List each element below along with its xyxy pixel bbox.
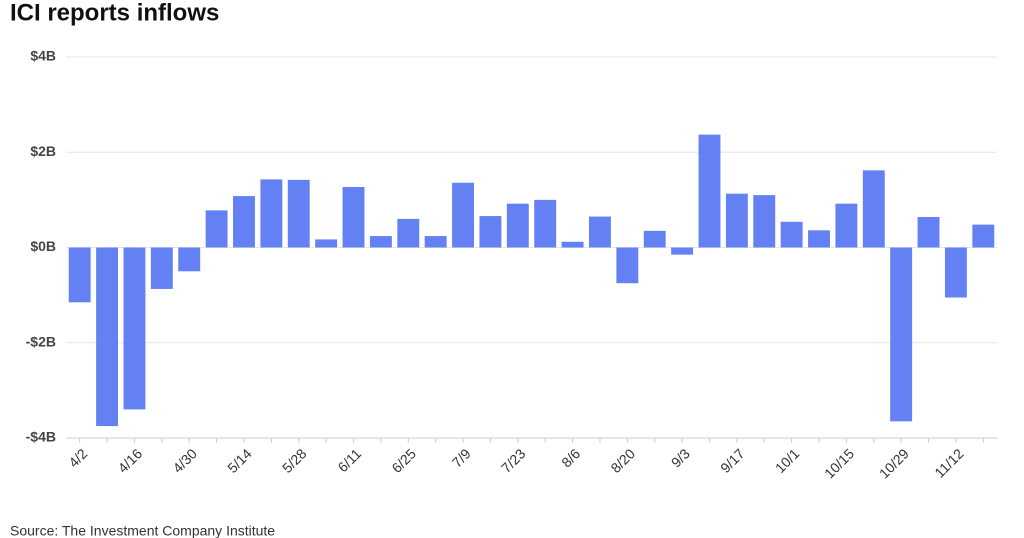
bar [397, 218, 420, 248]
x-tick-label: 4/16 [115, 445, 146, 476]
bar [150, 247, 173, 289]
bar [561, 241, 584, 248]
y-tick-label: $2B [30, 143, 56, 159]
x-tick-label: 5/14 [224, 445, 255, 476]
bar [671, 247, 694, 255]
x-tick-label: 10/15 [821, 445, 857, 481]
bar [369, 236, 392, 248]
x-tick-label: 9/17 [717, 445, 748, 476]
x-tick-label: 10/29 [876, 445, 912, 481]
y-tick-label: -$4B [26, 429, 56, 445]
x-tick-label: 4/30 [169, 445, 200, 476]
bar [616, 247, 639, 284]
bar [589, 216, 611, 248]
bar [890, 247, 913, 422]
bar [260, 179, 283, 248]
x-tick-label: 7/23 [498, 445, 529, 476]
bar [424, 236, 447, 248]
bar [178, 247, 201, 272]
x-tick-label: 6/11 [334, 445, 364, 475]
x-tick-label: 8/20 [607, 445, 638, 476]
bar [534, 199, 557, 248]
bar [479, 216, 502, 248]
x-tick-label: 10/1 [772, 445, 803, 476]
x-tick-label: 8/6 [558, 445, 583, 470]
bar [287, 179, 310, 248]
y-tick-label: $4B [30, 48, 56, 64]
bar [698, 134, 721, 248]
x-tick-label: 6/25 [388, 445, 419, 476]
bar [944, 247, 967, 298]
bar [506, 203, 529, 248]
bar [452, 182, 474, 248]
bar [917, 217, 940, 248]
bar [643, 230, 666, 248]
bar [315, 239, 338, 248]
bar [972, 224, 995, 248]
bar [342, 187, 365, 248]
x-tick-label: 4/2 [65, 445, 90, 470]
bar [123, 247, 146, 410]
bar [96, 247, 119, 427]
bar [233, 196, 255, 248]
bar [205, 210, 228, 248]
bar [68, 247, 91, 303]
bar [780, 221, 803, 248]
source-note: Source: The Investment Company Institute [10, 523, 275, 538]
bar [862, 170, 885, 248]
x-tick-label: 7/9 [449, 445, 474, 470]
y-tick-label: -$2B [26, 333, 56, 349]
y-tick-label: $0B [30, 238, 56, 254]
bar [835, 203, 858, 248]
bar [753, 195, 776, 248]
x-tick-label: 11/12 [931, 445, 967, 481]
x-tick-label: 5/28 [279, 445, 310, 476]
bar [725, 193, 748, 248]
chart-title: ICI reports inflows [10, 0, 219, 26]
bar [808, 230, 830, 248]
x-tick-label: 9/3 [668, 445, 693, 470]
